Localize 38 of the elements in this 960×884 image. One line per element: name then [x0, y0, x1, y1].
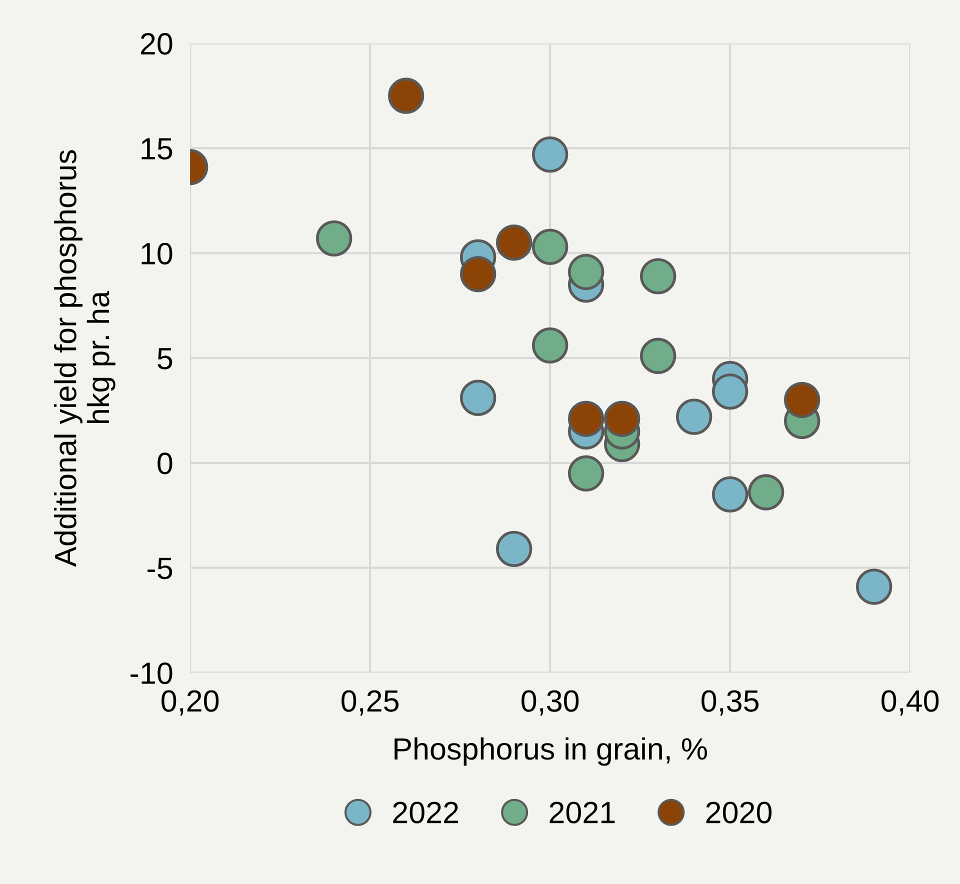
y-tick-label: 20 [140, 33, 172, 55]
point [532, 136, 568, 173]
y-tick-label: -10 [130, 662, 172, 684]
point [388, 78, 424, 114]
y-tick-label: 5 [158, 348, 172, 370]
legend-label: 2020 [706, 802, 772, 824]
point [532, 327, 568, 364]
point [856, 568, 892, 605]
y-axis-title: Additional yield for phosphorus hkg pr. ha [54, 150, 116, 567]
y-tick-label: 0 [158, 452, 172, 474]
x-tick-label: 0,30 [522, 690, 579, 716]
point [496, 530, 532, 568]
point [712, 373, 748, 410]
y-tick-label: 15 [142, 138, 172, 160]
x-tick-label: 0,20 [162, 690, 219, 716]
legend-label: 2022 [393, 802, 458, 824]
x-tick-label: 0,25 [342, 690, 399, 716]
legend-label: 2021 [550, 802, 615, 824]
x-tick-label: 0,40 [882, 690, 939, 716]
y-tick-label: 10 [142, 242, 172, 264]
point [784, 382, 820, 418]
point [568, 455, 604, 492]
x-tick-label: 0,35 [702, 690, 759, 716]
point [640, 338, 676, 374]
point [496, 224, 532, 261]
point [748, 474, 784, 510]
point [460, 380, 496, 416]
point [676, 398, 712, 435]
point [640, 258, 676, 294]
point [712, 476, 748, 513]
point [604, 400, 640, 437]
point [460, 256, 496, 292]
point [568, 254, 604, 290]
y-tick-label: -5 [148, 558, 172, 580]
point [316, 220, 352, 257]
x-axis-title: Phosphorus in grain, % [394, 737, 707, 766]
point [532, 228, 568, 265]
point [568, 400, 604, 437]
